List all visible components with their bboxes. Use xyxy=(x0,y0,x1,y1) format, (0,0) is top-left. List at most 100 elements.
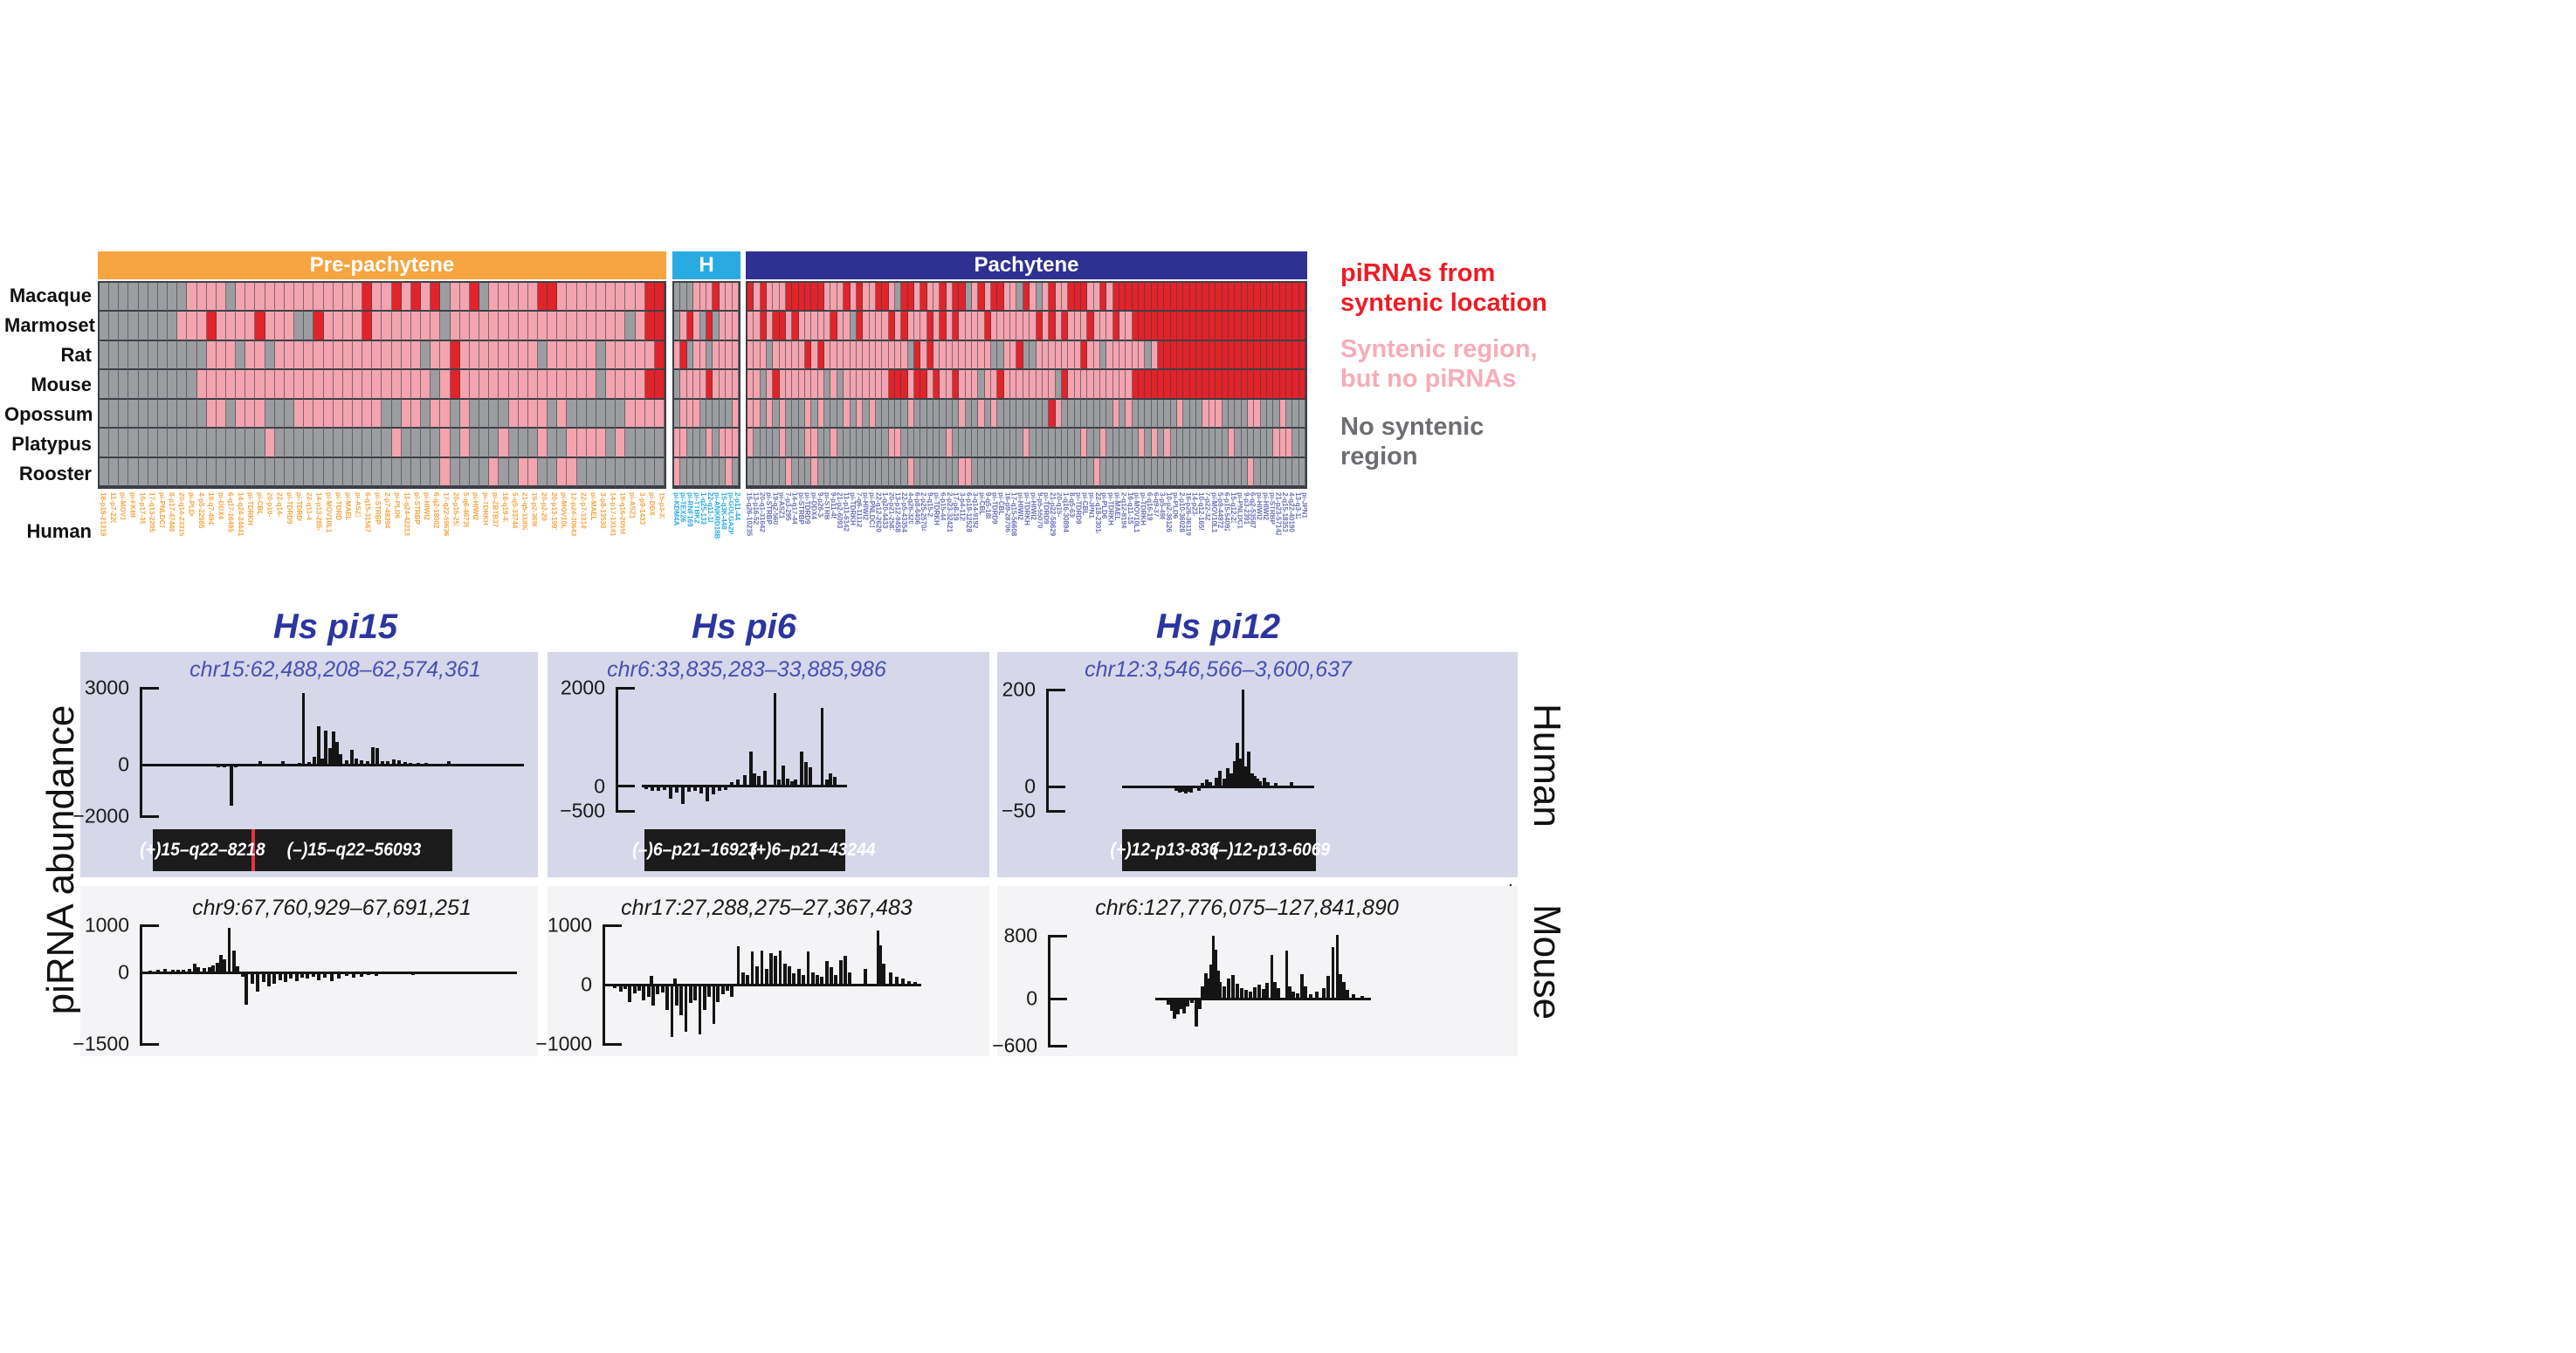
human-cluster-label: 7-q6-11112 xyxy=(855,492,863,528)
locus-label-right: (–)12-p13-6069 xyxy=(1212,840,1330,860)
heatmap-cell xyxy=(206,370,217,400)
heatmap-cell xyxy=(537,399,548,429)
heatmap-cell xyxy=(850,399,857,429)
heatmap-cell xyxy=(972,340,979,371)
human-cluster-label: 3-p5-49893 xyxy=(1158,492,1166,519)
heatmap-cell xyxy=(294,312,305,341)
heatmap-cell xyxy=(792,399,799,429)
y-axis-tick xyxy=(1046,809,1065,813)
heatmap-cell xyxy=(362,429,373,458)
abundance-bar xyxy=(330,972,334,981)
heatmap-cell xyxy=(699,457,706,487)
human-cluster-label: 20-q1-31642 xyxy=(758,492,766,532)
heatmap-cell xyxy=(119,399,129,429)
heatmap-cell xyxy=(747,429,754,458)
human-cluster-label: 20-p15-2510 xyxy=(451,492,459,526)
heatmap-cell xyxy=(882,370,889,400)
heatmap-cell xyxy=(1260,340,1267,371)
human-cluster-label: pi-STRBP xyxy=(823,492,830,520)
heatmap-cell xyxy=(489,370,499,400)
heatmap-cell xyxy=(274,429,285,458)
abundance-bar xyxy=(774,692,777,786)
heatmap-cell xyxy=(1298,312,1305,341)
heatmap-cell xyxy=(1273,283,1280,312)
abundance-bar xyxy=(280,760,285,766)
heatmap-cell xyxy=(1126,370,1133,400)
heatmap-cell xyxy=(372,399,382,429)
heatmap-cell xyxy=(805,312,812,341)
heatmap-cell xyxy=(1189,312,1197,341)
abundance-bar xyxy=(882,963,886,985)
heatmap-cell xyxy=(216,312,227,341)
abundance-bar xyxy=(632,985,637,994)
human-cluster-label: 9-p11-45278 xyxy=(829,492,837,519)
human-cluster-label: 16-p9-28706 xyxy=(1003,492,1011,532)
heatmap-cell xyxy=(817,283,825,312)
heatmap-cell xyxy=(863,429,870,458)
heatmap-cell xyxy=(1049,283,1056,312)
abundance-bar xyxy=(1218,982,1223,999)
heatmap-cell xyxy=(216,457,227,487)
heatmap-cell xyxy=(109,399,120,429)
heatmap-cell xyxy=(616,312,626,341)
legend-pink-line2: but no piRNAs xyxy=(1340,365,1517,393)
heatmap-cell xyxy=(304,312,314,341)
heatmap-cell xyxy=(265,312,275,341)
heatmap-cell xyxy=(786,429,793,458)
heatmap-cell xyxy=(625,399,636,429)
locus-box-right: (–)15–q22–56093 xyxy=(255,829,452,871)
heatmap-cell xyxy=(1254,429,1261,458)
heatmap-cell xyxy=(959,370,966,400)
heatmap-cell xyxy=(576,283,587,312)
heatmap-cell xyxy=(625,457,636,487)
human-cluster-label: 9-q5-18829 xyxy=(984,492,992,519)
heatmap-cell xyxy=(1068,370,1075,400)
heatmap-cell xyxy=(421,370,431,400)
heatmap-cell xyxy=(353,457,363,487)
abundance-bar xyxy=(1214,950,1217,999)
heatmap-cell xyxy=(1241,370,1248,400)
heatmap-cell xyxy=(625,340,636,371)
abundance-bar xyxy=(1332,946,1335,999)
y-axis-tick xyxy=(603,1042,622,1046)
abundance-bar xyxy=(906,980,911,985)
heatmap-cell xyxy=(798,370,806,400)
heatmap-cell xyxy=(1292,429,1299,458)
abundance-bar xyxy=(386,761,390,766)
heatmap-cell xyxy=(430,457,441,487)
heatmap-cell xyxy=(699,312,706,341)
heatmap-cell xyxy=(1093,457,1100,487)
abundance-bar xyxy=(1216,970,1220,999)
heatmap-cell xyxy=(557,340,568,371)
heatmap-cell xyxy=(236,370,246,400)
heatmap-cell xyxy=(1139,457,1146,487)
heatmap-cell xyxy=(1209,283,1216,312)
human-cluster-label: pi-STRBP xyxy=(764,492,772,525)
heatmap-cell xyxy=(1254,283,1261,312)
heatmap-cell xyxy=(913,399,921,429)
y-tick-label: −600 xyxy=(992,1034,1037,1057)
heatmap-cell xyxy=(844,399,851,429)
heatmap-cell xyxy=(965,340,973,371)
heatmap-cell xyxy=(1260,457,1267,487)
human-cluster-label: 4-p5-22985 xyxy=(196,492,204,529)
heatmap-cell xyxy=(226,283,237,312)
heatmap-cell xyxy=(1145,399,1152,429)
human-cluster-label: pi-CBL xyxy=(996,492,1004,516)
heatmap-cell xyxy=(779,312,787,341)
heatmap-cell xyxy=(1023,399,1030,429)
heatmap-cell xyxy=(606,429,616,458)
abundance-bar xyxy=(726,985,730,992)
heatmap-cell xyxy=(888,370,895,400)
species-label-mouse: Mouse xyxy=(31,374,92,395)
heatmap-cell xyxy=(920,457,927,487)
human-cluster-label: 13-q3-12426 xyxy=(1293,492,1301,519)
human-cluster-label: 20-p10-32084 xyxy=(265,492,273,517)
human-cluster-label: 3-p8-13530 xyxy=(599,492,607,528)
heatmap-cell xyxy=(940,283,947,312)
heatmap-cell xyxy=(953,340,960,371)
heatmap-cell xyxy=(333,429,343,458)
y-axis-tick xyxy=(616,686,635,690)
abundance-bar xyxy=(742,774,747,786)
abundance-bar xyxy=(688,985,692,1004)
